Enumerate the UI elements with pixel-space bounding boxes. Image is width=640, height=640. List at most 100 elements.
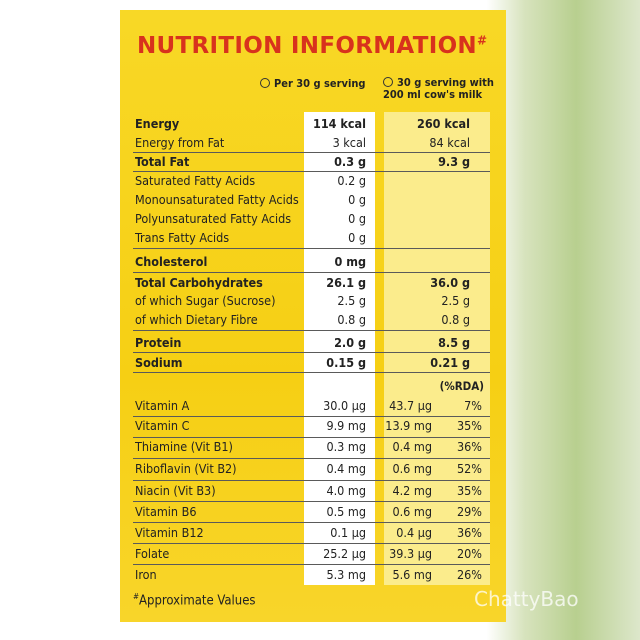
rule [133,330,490,331]
row-label: Cholesterol [135,254,208,269]
rda: 35% [457,418,482,433]
row-label: Protein [135,335,182,350]
per-serving: 30.0 µg [323,398,366,413]
rda: 36% [457,439,482,454]
column-header: Per 30 g serving [260,78,366,90]
per-serving: 0 g [348,192,366,207]
with-milk: 0.4 mg [392,439,432,454]
rule [133,152,490,153]
footnote-mark: # [133,592,140,601]
row-label: Energy [135,116,180,131]
rda: 52% [457,461,482,476]
row-label: Folate [135,546,170,561]
column-header-text: 30 g serving with 200 ml cow's milk [383,76,494,101]
rule [133,437,490,438]
rule [133,416,490,417]
rule [133,171,490,172]
row-label: Monounsaturated Fatty Acids [135,192,299,207]
column-header-text: Per 30 g serving [274,77,366,90]
footnote-text: Approximate Values [139,593,256,609]
row-label: Niacin (Vit B3) [135,483,216,498]
per-serving: 0.3 mg [326,439,366,454]
rda: 35% [457,483,482,498]
with-milk: 13.9 mg [385,418,432,433]
per-serving: 0.1 µg [330,525,366,540]
per-serving: 25.2 µg [323,546,366,561]
rda-header: (%RDA) [439,379,484,393]
rule [133,352,490,353]
per-serving: 0 g [348,211,366,226]
with-milk: 0.4 µg [396,525,432,540]
per-serving: 2.5 g [337,293,366,308]
row-label: Vitamin C [135,418,190,433]
row-label: Total Fat [135,154,190,169]
title-mark: # [476,33,488,48]
rule [133,480,490,481]
with-milk: 5.6 mg [392,567,432,582]
per-serving: 0.4 mg [326,461,366,476]
rule [133,522,490,523]
with-milk: 0.6 mg [392,504,432,519]
row-label: Sodium [135,355,183,370]
row-label: Total Carbohydrates [135,275,263,290]
rule [133,501,490,502]
with-milk: 36.0 g [430,275,470,290]
rule [133,372,490,373]
watermark: ChattyBao [474,587,579,611]
row-label: Vitamin B6 [135,504,197,519]
per-serving: 3 kcal [332,135,366,150]
with-milk: 0.6 mg [392,461,432,476]
rda: 26% [457,567,482,582]
row-label: Polyunsaturated Fatty Acids [135,211,292,226]
row-label: of which Dietary Fibre [135,312,258,327]
row-label: Vitamin A [135,398,190,413]
with-milk: 39.3 µg [389,546,432,561]
per-serving: 0.8 g [337,312,366,327]
with-milk: 0.8 g [441,312,470,327]
per-serving: 0 mg [334,254,366,269]
per-serving: 2.0 g [334,335,366,350]
with-milk: 4.2 mg [392,483,432,498]
per-serving: 9.9 mg [326,418,366,433]
per-serving: 0.2 g [337,173,366,188]
column-bg [384,112,490,585]
rda: 36% [457,525,482,540]
per-serving: 0.5 mg [326,504,366,519]
rda: 20% [457,546,482,561]
rule [133,564,490,565]
with-milk: 260 kcal [417,116,470,131]
row-label: Vitamin B12 [135,525,204,540]
row-label: Riboflavin (Vit B2) [135,461,237,476]
rule [133,458,490,459]
per-serving: 5.3 mg [326,567,366,582]
per-serving: 0 g [348,230,366,245]
per-serving: 0.3 g [334,154,366,169]
row-label: of which Sugar (Sucrose) [135,293,276,308]
rda: 7% [464,398,482,413]
rule [133,272,490,273]
row-label: Energy from Fat [135,135,225,150]
row-label: Iron [135,567,157,582]
per-serving: 114 kcal [313,116,366,131]
with-milk: 2.5 g [441,293,470,308]
with-milk: 0.21 g [430,355,470,370]
row-label: Thiamine (Vit B1) [135,439,233,454]
with-milk: 43.7 µg [389,398,432,413]
rule [133,248,490,249]
title-text: NUTRITION INFORMATION [137,33,477,59]
with-milk: 84 kcal [429,135,470,150]
per-serving: 0.15 g [326,355,366,370]
per-serving: 26.1 g [326,275,366,290]
row-label: Trans Fatty Acids [135,230,230,245]
with-milk: 9.3 g [438,154,470,169]
per-serving: 4.0 mg [326,483,366,498]
footnote: #Approximate Values [133,592,256,608]
rda: 29% [457,504,482,519]
column-bg [304,112,375,585]
row-label: Saturated Fatty Acids [135,173,256,188]
column-header: 30 g serving with 200 ml cow's milk [383,77,495,101]
title: NUTRITION INFORMATION# [137,33,487,59]
rule [133,543,490,544]
with-milk: 8.5 g [438,335,470,350]
